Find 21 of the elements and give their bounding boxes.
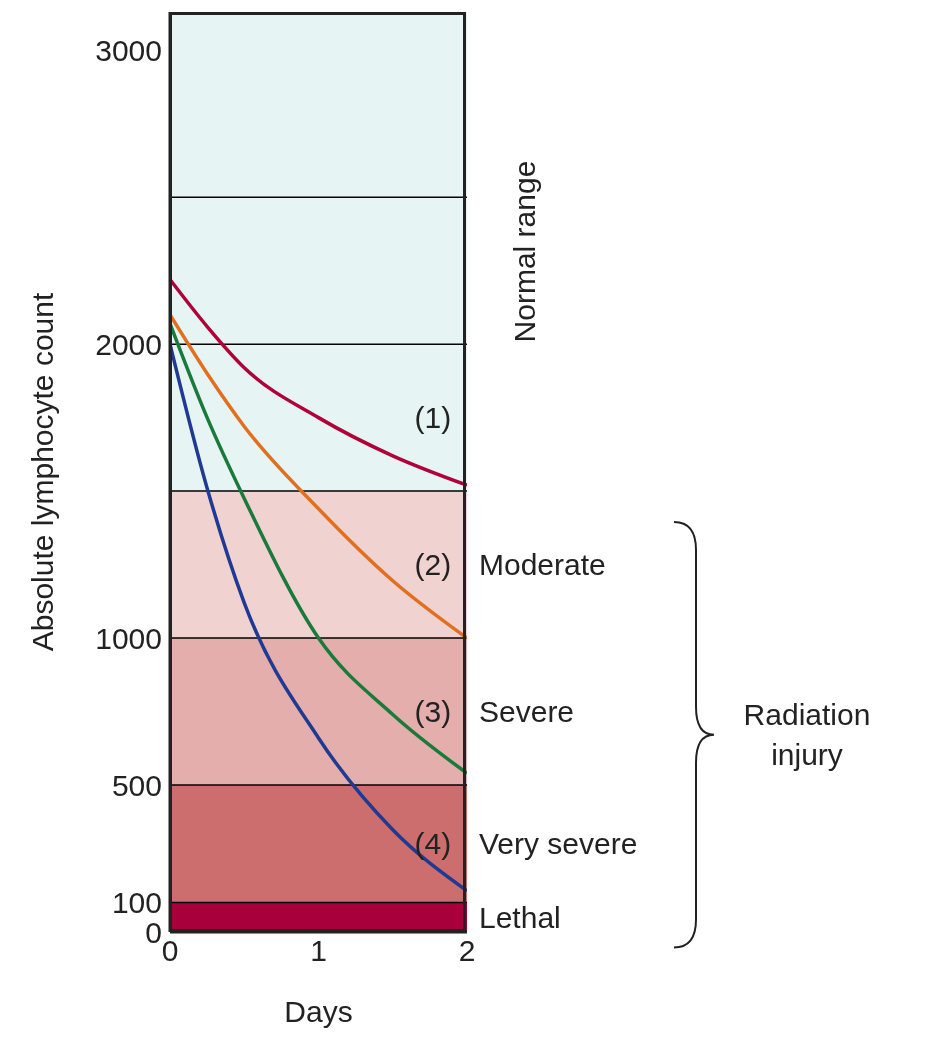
annotation: (2) — [414, 548, 452, 582]
text: Radiation injury — [742, 697, 872, 774]
x-axis-title: Days — [284, 995, 353, 1028]
band-label: Severe — [479, 695, 575, 729]
x-tick-label: 1 — [310, 934, 327, 968]
y-tick-label: 3000 — [95, 33, 162, 67]
y-tick-label: 100 — [111, 886, 162, 920]
band-label: Moderate — [479, 548, 606, 582]
y-tick-label: 500 — [111, 768, 162, 802]
band-label: Very severe — [479, 827, 638, 861]
annotation: (3) — [414, 695, 452, 729]
y-axis-title: Absolute lymphocyte count — [25, 292, 59, 652]
annotation: (1) — [414, 401, 452, 435]
y-tick-label: 2000 — [95, 327, 162, 361]
band-label: Normal range — [508, 160, 542, 343]
y-tick-label: 1000 — [95, 621, 162, 655]
annotation: (4) — [414, 827, 452, 861]
band-label: Lethal — [479, 900, 561, 934]
line-series — [170, 277, 467, 487]
line-series — [170, 313, 467, 640]
x-tick-label: 2 — [458, 934, 476, 968]
